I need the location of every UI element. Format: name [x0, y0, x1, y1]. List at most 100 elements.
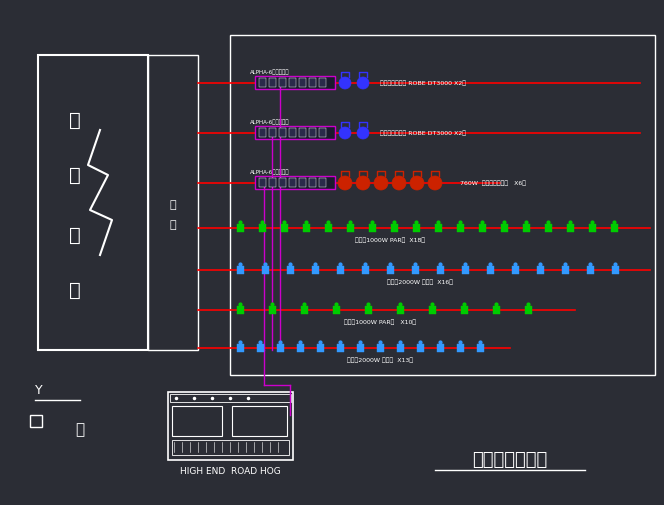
Bar: [172, 440, 289, 455]
Text: ALPHA-6路调光大屏: ALPHA-6路调光大屏: [250, 169, 290, 175]
Bar: [325, 224, 332, 232]
Bar: [333, 306, 340, 314]
Bar: [309, 78, 316, 87]
Circle shape: [339, 127, 351, 139]
Bar: [255, 76, 335, 89]
Text: 电子换色束光灯 ROBE DT3000 X2台: 电子换色束光灯 ROBE DT3000 X2台: [380, 80, 466, 86]
Bar: [457, 224, 464, 232]
Bar: [255, 126, 335, 139]
Bar: [417, 344, 424, 352]
Bar: [289, 178, 296, 187]
Text: Y: Y: [35, 383, 42, 396]
Bar: [369, 224, 376, 232]
Bar: [172, 406, 222, 436]
Bar: [462, 266, 469, 274]
Text: ALPHA-6路调光大屏: ALPHA-6路调光大屏: [250, 69, 290, 75]
Bar: [309, 178, 316, 187]
Bar: [377, 344, 384, 352]
Bar: [259, 178, 266, 187]
Circle shape: [374, 176, 388, 190]
Bar: [312, 266, 319, 274]
Bar: [512, 266, 519, 274]
Bar: [237, 224, 244, 232]
Bar: [477, 344, 484, 352]
Bar: [269, 306, 276, 314]
Bar: [269, 178, 276, 187]
Circle shape: [356, 176, 370, 190]
Bar: [297, 344, 304, 352]
Text: 配: 配: [69, 111, 81, 129]
Bar: [562, 266, 569, 274]
Text: 灯光系统连接图: 灯光系统连接图: [472, 451, 548, 469]
Text: 统: 统: [76, 423, 84, 437]
Bar: [262, 266, 269, 274]
Text: ALPHA-6路调光大屏: ALPHA-6路调光大屏: [250, 119, 290, 125]
Bar: [237, 344, 244, 352]
Bar: [289, 78, 296, 87]
Circle shape: [428, 176, 442, 190]
Bar: [391, 224, 398, 232]
Bar: [365, 306, 372, 314]
Bar: [301, 306, 308, 314]
Bar: [299, 78, 306, 87]
Bar: [397, 344, 404, 352]
Bar: [148, 55, 198, 350]
Bar: [30, 415, 42, 427]
Bar: [537, 266, 544, 274]
Bar: [337, 266, 344, 274]
Bar: [277, 344, 284, 352]
Bar: [299, 128, 306, 137]
Circle shape: [410, 176, 424, 190]
Bar: [545, 224, 552, 232]
Bar: [501, 224, 508, 232]
Text: 主席台1000W PAR灯  X18台: 主席台1000W PAR灯 X18台: [355, 237, 425, 243]
Bar: [397, 306, 404, 314]
Bar: [437, 344, 444, 352]
Bar: [255, 176, 335, 189]
Bar: [479, 224, 486, 232]
Bar: [259, 224, 266, 232]
Bar: [237, 266, 244, 274]
Bar: [347, 224, 354, 232]
Bar: [387, 266, 394, 274]
Text: 主席台2000W 聚光灯  X16台: 主席台2000W 聚光灯 X16台: [387, 279, 453, 285]
Bar: [319, 178, 326, 187]
Text: 后幕台2000W 聚光灯  X13台: 后幕台2000W 聚光灯 X13台: [347, 357, 413, 363]
Bar: [279, 78, 286, 87]
Bar: [230, 35, 655, 375]
Bar: [269, 128, 276, 137]
Bar: [303, 224, 310, 232]
Bar: [289, 128, 296, 137]
Text: 760W  调光电脑摇头灯   X6台: 760W 调光电脑摇头灯 X6台: [460, 180, 526, 186]
Bar: [357, 344, 364, 352]
Circle shape: [339, 77, 351, 89]
Bar: [487, 266, 494, 274]
Bar: [457, 344, 464, 352]
Bar: [279, 178, 286, 187]
Bar: [525, 306, 532, 314]
Text: 电子换色束光灯 ROBE DT3000 X2台: 电子换色束光灯 ROBE DT3000 X2台: [380, 130, 466, 136]
Bar: [493, 306, 500, 314]
Bar: [257, 344, 264, 352]
Bar: [523, 224, 530, 232]
Bar: [259, 128, 266, 137]
Bar: [232, 406, 287, 436]
Text: 竖: 竖: [170, 200, 177, 210]
Bar: [281, 224, 288, 232]
Bar: [259, 78, 266, 87]
Bar: [567, 224, 574, 232]
Bar: [287, 266, 294, 274]
Bar: [279, 128, 286, 137]
Bar: [412, 266, 419, 274]
Bar: [170, 394, 291, 402]
Bar: [612, 266, 619, 274]
Bar: [299, 178, 306, 187]
Bar: [269, 78, 276, 87]
Bar: [319, 78, 326, 87]
Text: 电: 电: [69, 166, 81, 184]
Text: 箱: 箱: [69, 226, 81, 244]
Circle shape: [392, 176, 406, 190]
Bar: [413, 224, 420, 232]
Text: 箱: 箱: [170, 220, 177, 230]
Bar: [435, 224, 442, 232]
